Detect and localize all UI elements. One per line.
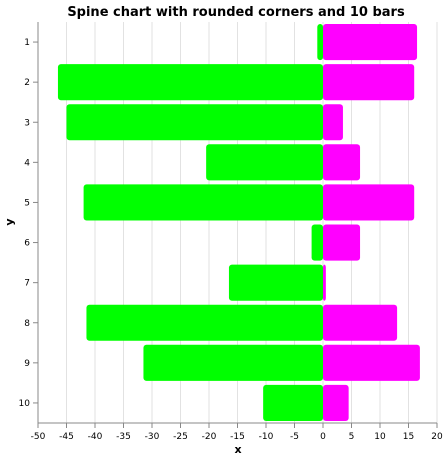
x-tick-label-14: 20 [431,432,443,442]
y-tick-label-7: 7 [24,279,30,289]
x-tick-label-7: -15 [230,432,245,442]
bar-s2-4 [323,144,361,181]
bar-s2-7 [323,264,326,301]
y-tick-label-5: 5 [24,198,30,208]
y-tick-label-4: 4 [24,158,30,168]
bar-s1-10 [263,384,323,421]
x-tick-label-9: -5 [290,432,299,442]
bar-s2-6 [323,224,361,261]
bar-s1-2 [57,64,323,101]
x-tick-label-3: -35 [116,432,131,442]
axes-layer: -50 -45 -40 -35 -30 -25 -20 -15 -10 -5 0 5 10 15 20123… [19,22,443,442]
x-axis-title: x [234,443,241,456]
bar-s1-4 [206,144,323,181]
bars-layer [57,24,420,421]
bar-s1-6 [311,224,323,261]
bar-s2-3 [323,104,343,141]
y-tick-label-6: 6 [24,239,30,249]
bar-s1-1 [317,24,323,61]
x-tick-label-1: -45 [59,432,74,442]
bar-s2-2 [323,64,415,101]
x-tick-label-8: -10 [259,432,274,442]
x-tick-label-2: -40 [88,432,103,442]
bar-s1-5 [83,184,323,221]
x-tick-label-10: 0 [320,432,326,442]
bar-s1-7 [228,264,323,301]
y-tick-label-9: 9 [24,359,30,369]
x-tick-label-4: -30 [145,432,160,442]
y-tick-label-3: 3 [24,118,30,128]
bar-s1-8 [86,304,323,341]
bar-s2-5 [323,184,415,221]
y-tick-label-8: 8 [24,319,30,329]
x-tick-label-13: 15 [403,432,414,442]
x-tick-label-11: 5 [349,432,355,442]
y-axis-title: y [3,218,16,225]
y-tick-label-1: 1 [24,38,30,48]
bar-s1-3 [66,104,323,141]
x-tick-label-6: -20 [202,432,217,442]
bar-s2-10 [323,384,349,421]
x-tick-label-5: -25 [173,432,188,442]
chart-title: Spine chart with rounded corners and 10 … [67,5,405,20]
bar-s2-1 [323,24,418,61]
bar-s2-8 [323,304,398,341]
x-tick-label-0: -50 [31,432,46,442]
bar-s1-9 [143,344,323,381]
y-tick-label-2: 2 [24,78,30,88]
bar-s2-9 [323,344,420,381]
x-tick-label-12: 10 [374,432,386,442]
y-tick-label-10: 10 [19,399,31,409]
